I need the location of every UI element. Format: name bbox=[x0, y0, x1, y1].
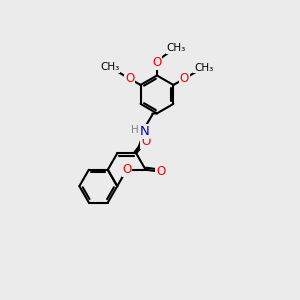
Text: H: H bbox=[131, 124, 139, 134]
Text: N: N bbox=[140, 125, 149, 138]
Text: O: O bbox=[125, 72, 134, 85]
Text: O: O bbox=[180, 72, 189, 85]
Text: O: O bbox=[122, 163, 131, 176]
Text: CH₃: CH₃ bbox=[167, 43, 186, 53]
Text: O: O bbox=[141, 135, 150, 148]
Text: CH₃: CH₃ bbox=[194, 62, 213, 73]
Text: CH₃: CH₃ bbox=[100, 62, 120, 72]
Text: O: O bbox=[152, 56, 162, 69]
Text: O: O bbox=[156, 165, 165, 178]
